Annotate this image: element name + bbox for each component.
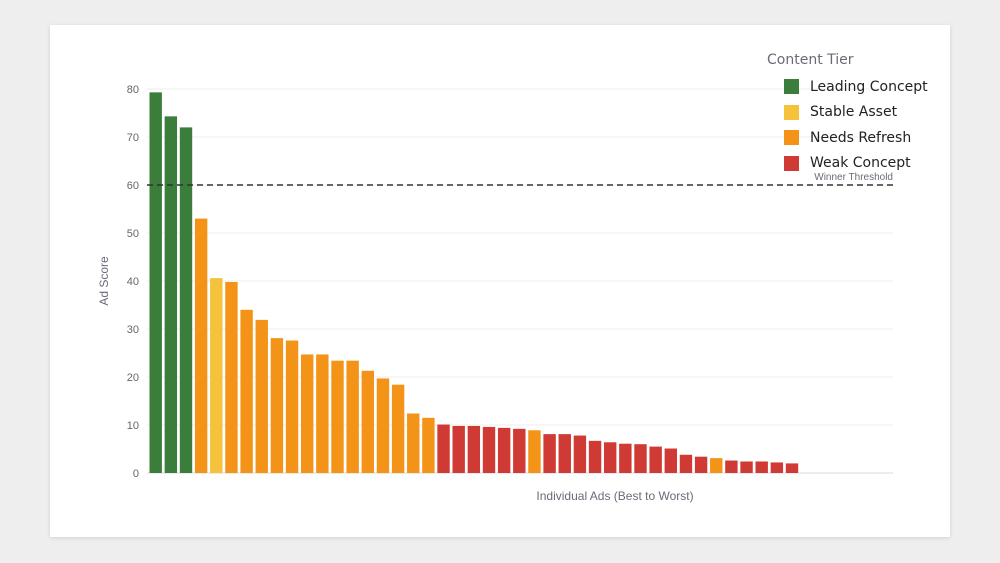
bar[interactable] bbox=[588, 440, 602, 473]
bar[interactable] bbox=[149, 92, 162, 474]
y-tick-label: 40 bbox=[127, 276, 139, 288]
bar[interactable] bbox=[497, 427, 511, 473]
bar[interactable] bbox=[391, 384, 405, 473]
bar[interactable] bbox=[361, 370, 374, 473]
legend: Content Tier Leading Concept Stable Asse… bbox=[767, 52, 928, 176]
bar[interactable] bbox=[422, 417, 435, 473]
bar[interactable] bbox=[164, 116, 178, 474]
y-tick-label: 50 bbox=[127, 228, 139, 240]
bar[interactable] bbox=[634, 444, 647, 473]
bar[interactable] bbox=[558, 434, 571, 473]
legend-swatch bbox=[784, 79, 799, 95]
legend-title: Content Tier bbox=[767, 52, 854, 68]
legend-label: Stable Asset bbox=[810, 104, 898, 121]
bar-chart: 0 10 20 30 40 50 60 70 80 Winner Threshold Ad Sc… bbox=[97, 84, 893, 503]
bar[interactable] bbox=[725, 460, 738, 473]
bar[interactable] bbox=[664, 448, 677, 473]
bars bbox=[149, 92, 799, 474]
bar[interactable] bbox=[543, 434, 556, 473]
bar[interactable] bbox=[376, 378, 390, 473]
threshold-label: Winner Threshold bbox=[814, 172, 893, 183]
y-tick-label: 0 bbox=[133, 468, 139, 480]
bar[interactable] bbox=[407, 413, 420, 473]
bar[interactable] bbox=[679, 454, 693, 473]
legend-item-needs-refresh[interactable]: Needs Refresh bbox=[767, 125, 928, 151]
bar[interactable] bbox=[573, 435, 587, 473]
y-tick-label: 30 bbox=[127, 324, 139, 336]
bar[interactable] bbox=[301, 354, 314, 473]
legend-swatch bbox=[784, 155, 799, 171]
legend-swatch bbox=[784, 104, 799, 120]
chart-card: 0 10 20 30 40 50 60 70 80 Winner Threshold Ad Sc… bbox=[50, 25, 950, 537]
bar[interactable] bbox=[740, 461, 753, 473]
bar[interactable] bbox=[528, 430, 541, 473]
bar[interactable] bbox=[710, 458, 723, 473]
bar[interactable] bbox=[785, 463, 799, 473]
bar[interactable] bbox=[316, 354, 329, 473]
legend-item-stable-asset[interactable]: Stable Asset bbox=[767, 100, 928, 126]
bar[interactable] bbox=[467, 425, 481, 473]
bar[interactable] bbox=[240, 309, 253, 473]
bar[interactable] bbox=[649, 446, 662, 473]
bar[interactable] bbox=[179, 127, 193, 474]
bar[interactable] bbox=[285, 340, 299, 473]
y-tick-label: 70 bbox=[127, 132, 139, 144]
legend-label: Weak Concept bbox=[810, 155, 911, 172]
legend-label: Needs Refresh bbox=[810, 129, 912, 146]
y-tick-label: 60 bbox=[127, 180, 139, 192]
bar[interactable] bbox=[482, 426, 496, 473]
bar[interactable] bbox=[755, 461, 768, 473]
legend-swatch bbox=[784, 130, 799, 146]
bar[interactable] bbox=[437, 424, 450, 473]
y-axis-title: Ad Score bbox=[97, 256, 111, 306]
bar[interactable] bbox=[210, 278, 223, 473]
bar[interactable] bbox=[331, 360, 344, 473]
bar[interactable] bbox=[270, 338, 284, 473]
bar[interactable] bbox=[255, 319, 268, 473]
bar[interactable] bbox=[452, 425, 465, 473]
y-tick-label: 80 bbox=[127, 84, 139, 96]
bar[interactable] bbox=[225, 281, 238, 473]
x-axis-title: Individual Ads (Best to Worst) bbox=[536, 489, 693, 503]
y-tick-label: 20 bbox=[127, 372, 139, 384]
bar[interactable] bbox=[604, 442, 617, 473]
legend-item-leading-concept[interactable]: Leading Concept bbox=[767, 74, 928, 100]
bar[interactable] bbox=[694, 456, 708, 473]
legend-item-weak-concept[interactable]: Weak Concept bbox=[767, 151, 928, 177]
bar[interactable] bbox=[770, 462, 784, 473]
legend-label: Leading Concept bbox=[810, 78, 928, 95]
bar[interactable] bbox=[619, 443, 632, 473]
bar[interactable] bbox=[513, 428, 526, 473]
y-axis: 0 10 20 30 40 50 60 70 80 bbox=[127, 84, 139, 480]
bar[interactable] bbox=[194, 218, 208, 473]
bar[interactable] bbox=[346, 360, 359, 473]
y-tick-label: 10 bbox=[127, 420, 139, 432]
